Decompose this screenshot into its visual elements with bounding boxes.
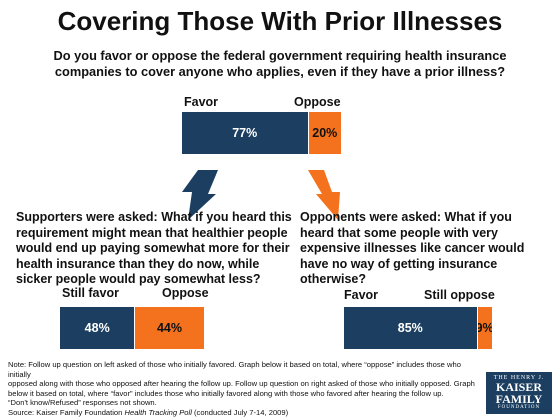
top-oppose-bar: 20%: [307, 112, 342, 154]
left-still-favor-bar: 48%: [60, 307, 135, 349]
left-oppose-label: Oppose: [162, 286, 209, 300]
right-still-oppose-label: Still oppose: [424, 288, 495, 302]
right-still-oppose-bar: 9%: [476, 307, 492, 349]
note-line: “Don't know/Refused” responses not shown…: [8, 398, 157, 407]
followup-right-text: Opponents were asked: What if you heard …: [300, 210, 525, 286]
top-stacked-bar: 77% 20%: [182, 112, 342, 154]
right-favor-bar: 85%: [344, 307, 477, 349]
left-oppose-bar: 44%: [134, 307, 204, 349]
survey-question: Do you favor or oppose the federal gover…: [53, 48, 507, 79]
arrow-left-icon: [182, 170, 218, 220]
left-still-favor-label: Still favor: [62, 286, 119, 300]
top-favor-bar: 77%: [182, 112, 308, 154]
right-favor-label: Favor: [344, 288, 379, 302]
source-line: Source: Kaiser Family Foundation Health …: [8, 407, 289, 417]
note-line: Note: Follow up question on left asked o…: [8, 360, 461, 379]
left-stacked-bar: 48% 44%: [60, 307, 204, 349]
kaiser-family-foundation-logo: THE HENRY J. KAISER FAMILY FOUNDATION: [486, 372, 552, 414]
note-line: below it based on total, where “favor” i…: [8, 388, 444, 398]
note-line: opposed along with those who opposed aft…: [8, 379, 475, 388]
right-stacked-bar: 85% 9%: [344, 307, 492, 349]
chart-title: Covering Those With Prior Illnesses: [57, 6, 503, 36]
top-favor-label: Favor: [184, 95, 219, 109]
arrow-right-icon: [308, 170, 340, 220]
footnote: Note: Follow up question on left asked o…: [8, 360, 476, 417]
top-oppose-label: Oppose: [294, 95, 341, 109]
followup-left-text: Supporters were asked: What if you heard…: [16, 210, 292, 286]
